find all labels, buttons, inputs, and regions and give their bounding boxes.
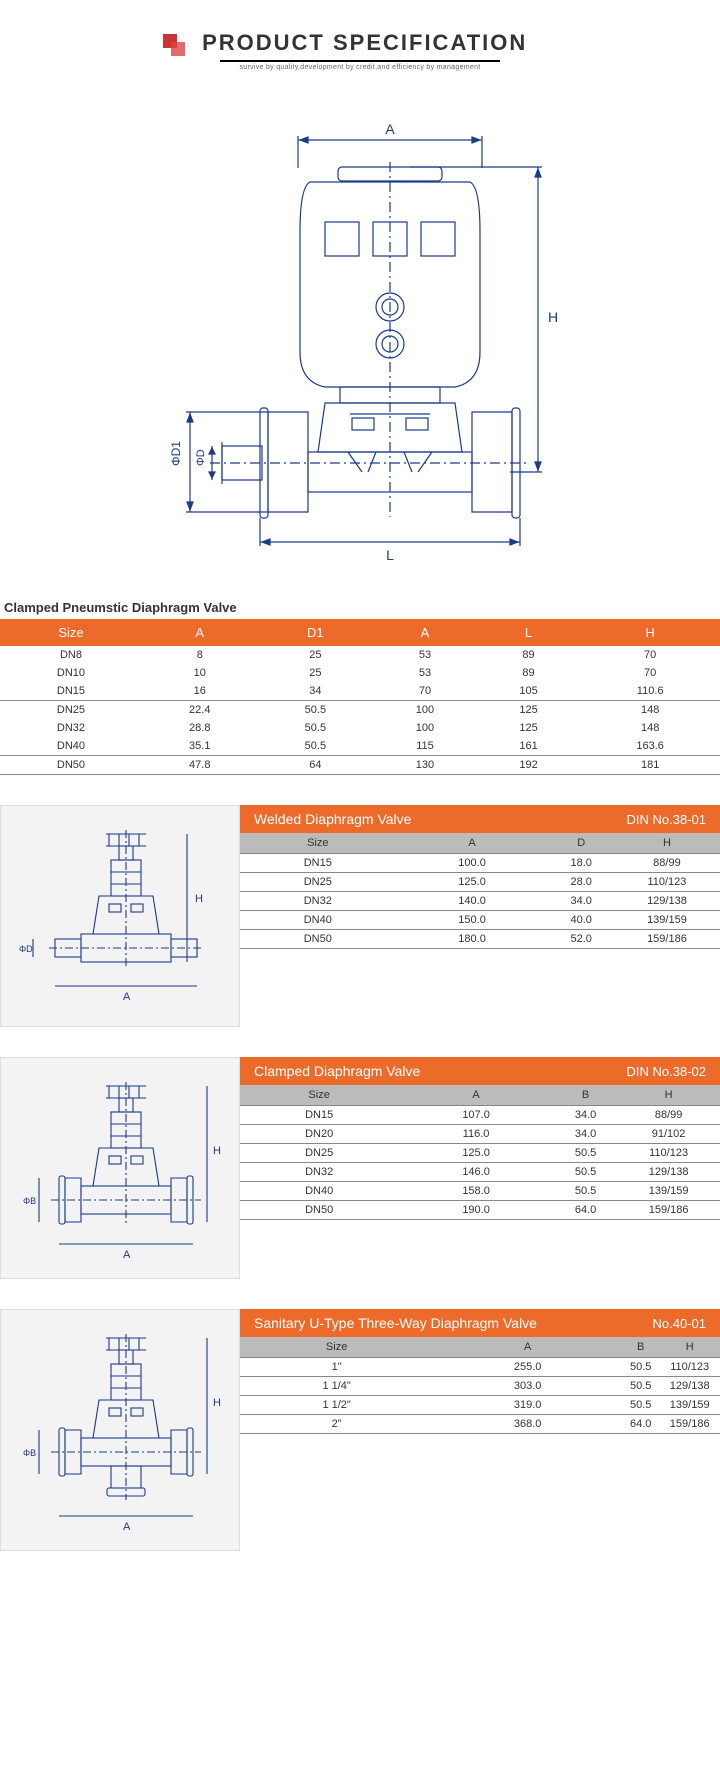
table-row: 1 1/2"319.050.5139/159 [240, 1396, 720, 1415]
welded-diagram: H ΦD A [0, 805, 240, 1027]
svg-text:H: H [195, 893, 203, 905]
table-row: DN40158.050.5139/159 [240, 1182, 720, 1201]
utype-table: Sanitary U-Type Three-Way Diaphragm Valv… [240, 1309, 720, 1434]
svg-text:H: H [213, 1145, 221, 1157]
svg-text:ΦD: ΦD [195, 449, 207, 466]
main-spec-table: SizeAD1ALH DN8825538970DN101025538970DN1… [0, 619, 720, 775]
table-row: DN25125.028.0110/123 [240, 873, 720, 892]
table-row: 1"255.050.5110/123 [240, 1358, 720, 1377]
table-row: DN50180.052.0159/186 [240, 930, 720, 949]
header: PRODUCT SPECIFICATION survive by quality… [0, 0, 720, 82]
table-row: DN4035.150.5115161163.6 [0, 737, 720, 756]
clamped-diagram: H ΦB A [0, 1057, 240, 1279]
sub-header-row: SizeABH [240, 1085, 720, 1106]
page-subtitle: survive by quality,development by credit… [193, 64, 528, 71]
table-row: DN8825538970 [0, 646, 720, 664]
col-header: L [477, 619, 581, 646]
main-valve-diagram: A H ΦD1 ΦD L [150, 112, 570, 572]
svg-text:A: A [123, 1521, 131, 1533]
table-row: DN3228.850.5100125148 [0, 719, 720, 737]
table-row: DN15100.018.088/99 [240, 854, 720, 873]
welded-table: Welded Diaphragm ValveDIN No.38-01 SizeA… [240, 805, 720, 949]
svg-text:A: A [123, 991, 131, 1003]
svg-text:ΦD: ΦD [19, 944, 33, 954]
table-row: DN2522.450.5100125148 [0, 701, 720, 720]
svg-text:H: H [213, 1397, 221, 1409]
svg-text:A: A [385, 121, 395, 137]
svg-text:H: H [548, 309, 558, 325]
table-row: DN32140.034.0129/138 [240, 892, 720, 911]
col-header: H [580, 619, 720, 646]
table-row: DN101025538970 [0, 664, 720, 682]
table-row: DN40150.040.0139/159 [240, 911, 720, 930]
page-title: PRODUCT SPECIFICATION [202, 30, 527, 55]
table-row: DN50190.064.0159/186 [240, 1201, 720, 1220]
section-utype: H ΦB A Sanitary U-Type Three-Way Diaphra… [0, 1309, 720, 1551]
table-row: DN32146.050.5129/138 [240, 1163, 720, 1182]
table-row: DN15107.034.088/99 [240, 1106, 720, 1125]
col-header: D1 [258, 619, 374, 646]
table-row: 2"368.064.0159/186 [240, 1415, 720, 1434]
table-row: DN5047.864130192181 [0, 756, 720, 775]
table-row: 1 1/4"303.050.5129/138 [240, 1377, 720, 1396]
sub-header-row: SizeADH [240, 833, 720, 854]
svg-text:ΦD1: ΦD1 [169, 441, 183, 466]
table-row: DN20116.034.091/102 [240, 1125, 720, 1144]
section-clamped: H ΦB A Clamped Diaphragm ValveDIN No.38-… [0, 1057, 720, 1279]
col-header: A [373, 619, 477, 646]
sub-header-row: SizeABH [240, 1337, 720, 1358]
svg-text:ΦB: ΦB [23, 1196, 36, 1206]
table-row: DN15163470105110.6 [0, 682, 720, 701]
col-header: A [142, 619, 258, 646]
table-row: DN25125.050.5110/123 [240, 1144, 720, 1163]
main-table-title: Clamped Pneumstic Diaphragm Valve [0, 592, 720, 619]
utype-diagram: H ΦB A [0, 1309, 240, 1551]
svg-text:L: L [386, 547, 394, 563]
svg-text:ΦB: ΦB [23, 1448, 36, 1458]
svg-text:A: A [123, 1249, 131, 1261]
col-header: Size [0, 619, 142, 646]
section-welded: H ΦD A Welded Diaphragm ValveDIN No.38-0… [0, 805, 720, 1027]
clamped-table: Clamped Diaphragm ValveDIN No.38-02 Size… [240, 1057, 720, 1220]
